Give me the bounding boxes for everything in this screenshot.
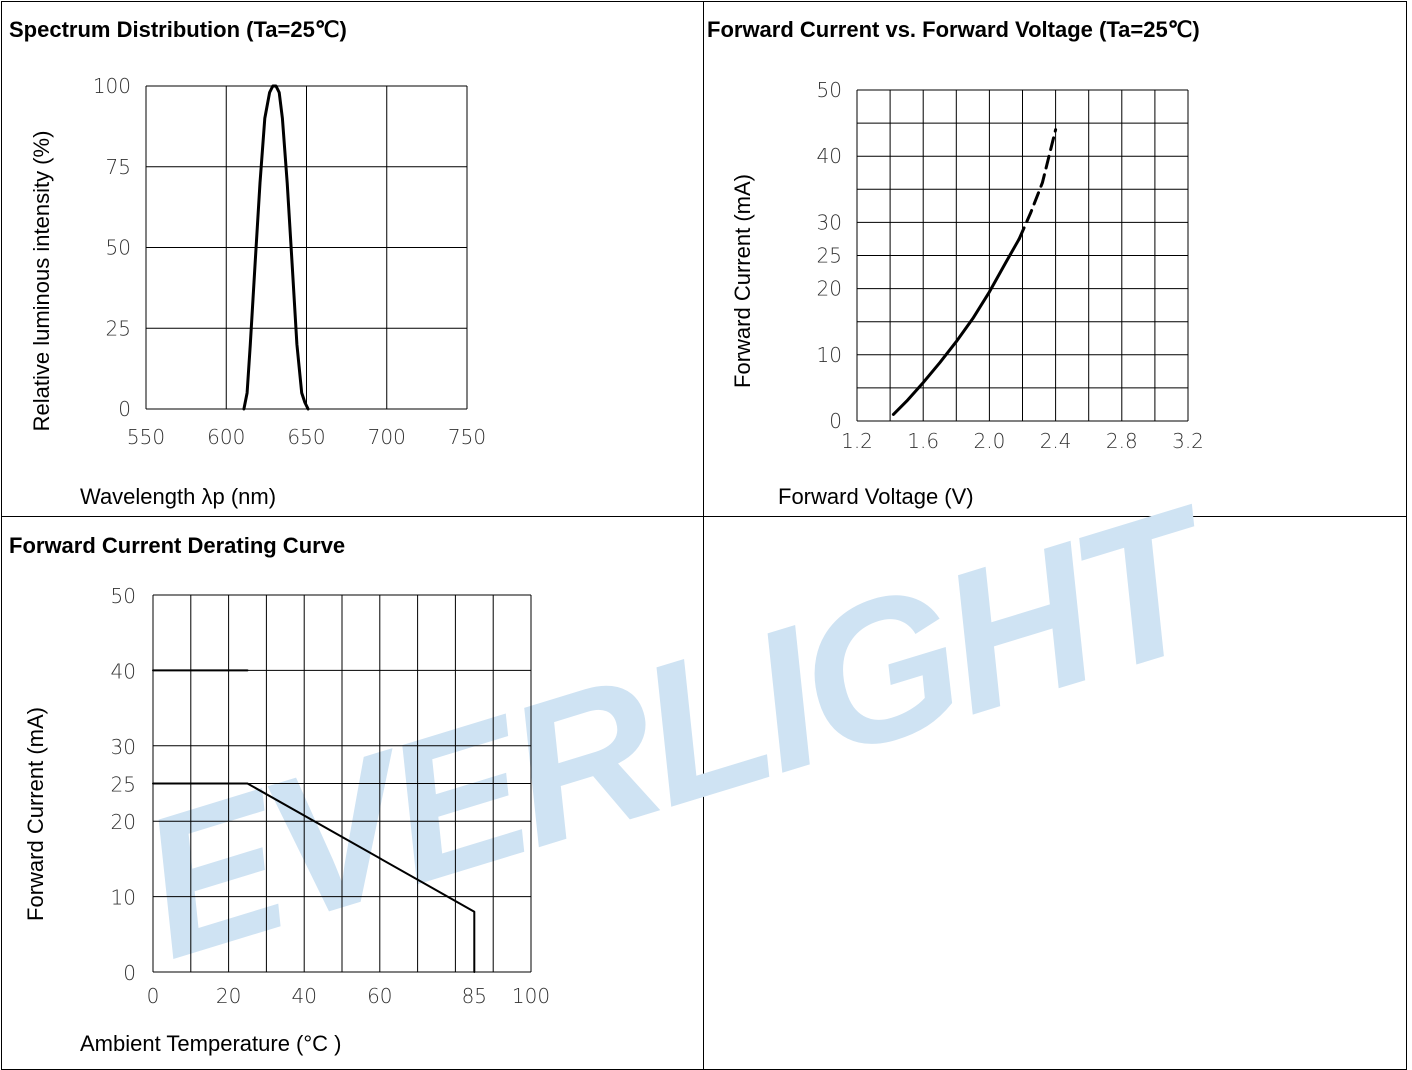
y-tick-label: 40: [817, 144, 842, 168]
cell-iv: Forward Current vs. Forward Voltage (Ta=…: [704, 1, 1407, 516]
series-line: [1017, 128, 1058, 241]
vertical-divider: [703, 1, 704, 1070]
y-tick-label: 30: [817, 210, 842, 234]
y-tick-label: 25: [817, 244, 842, 268]
chart-derating: 0 20 40 60 85 100 0 10 20 25 30 40 50 Forward Current…: [23, 584, 550, 1008]
x-tick-label: 100: [512, 984, 550, 1008]
series-line: [242, 84, 310, 411]
x-tick-label: 750: [448, 425, 486, 449]
x-axis-label: Forward Voltage (V): [778, 484, 974, 509]
y-tick-label: 25: [111, 773, 136, 797]
y-tick-label: 40: [111, 659, 136, 683]
x-tick-label: 1.6: [907, 429, 939, 453]
x-tick-label: 20: [216, 984, 241, 1008]
series-line: [891, 237, 1021, 416]
y-tick-label: 20: [111, 810, 136, 834]
y-tick-label: 50: [817, 78, 842, 102]
chart-iv: 1.2 1.6 2.0 2.4 2.8 3.2 0 10 20 25 30 40 50 Forward C…: [730, 78, 1204, 453]
y-tick-label: 0: [118, 397, 131, 421]
grid: [856, 89, 1189, 422]
cell-derating: Forward Current Derating Curve Ambient T…: [1, 517, 703, 1070]
x-tick-label: 3.2: [1172, 429, 1204, 453]
x-tick-label: 60: [367, 984, 392, 1008]
x-axis-label: Wavelength λp (nm): [80, 484, 277, 509]
x-tick-label: 2.0: [973, 429, 1005, 453]
y-tick-label: 20: [817, 277, 842, 301]
x-tick-label: 1.2: [841, 429, 873, 453]
cell-empty: [704, 517, 1407, 1070]
horizontal-divider: [1, 516, 1407, 517]
chart-title: Spectrum Distribution (Ta=25℃): [9, 17, 347, 42]
y-tick-label: 10: [111, 886, 136, 910]
grid: [145, 85, 468, 410]
chart-title: Forward Current vs. Forward Voltage (Ta=…: [707, 17, 1200, 42]
y-tick-label: 50: [111, 584, 136, 608]
x-tick-label: 2.8: [1106, 429, 1138, 453]
x-tick-label: 40: [291, 984, 316, 1008]
x-tick-label: 600: [207, 425, 245, 449]
x-tick-label: 0: [147, 984, 160, 1008]
y-axis-label: Relative luminous intensity (%): [29, 131, 54, 432]
y-tick-label: 50: [106, 236, 131, 260]
x-tick-label: 650: [287, 425, 325, 449]
chart-spectrum: 550 600 650 700 750 0 25 50 75 100 Relative lumino…: [29, 74, 486, 449]
y-tick-label: 100: [93, 74, 131, 98]
chart-title: Forward Current Derating Curve: [9, 533, 346, 558]
y-tick-label: 30: [111, 735, 136, 759]
y-axis-label: Forward Current (mA): [730, 174, 755, 388]
y-tick-label: 0: [829, 409, 842, 433]
y-tick-label: 75: [106, 155, 131, 179]
x-tick-label: 550: [127, 425, 165, 449]
x-tick-label: 700: [368, 425, 406, 449]
series-line: [152, 782, 476, 973]
y-axis-label: Forward Current (mA): [23, 707, 48, 921]
y-tick-label: 10: [817, 343, 842, 367]
y-tick-label: 0: [123, 961, 136, 985]
x-axis-label: Ambient Temperature (°C ): [80, 1031, 342, 1056]
x-tick-label: 2.4: [1040, 429, 1072, 453]
x-tick-label: 85: [462, 984, 487, 1008]
cell-spectrum: Spectrum Distribution (Ta=25℃) Wavelengt…: [1, 1, 703, 516]
y-tick-label: 25: [106, 316, 131, 340]
